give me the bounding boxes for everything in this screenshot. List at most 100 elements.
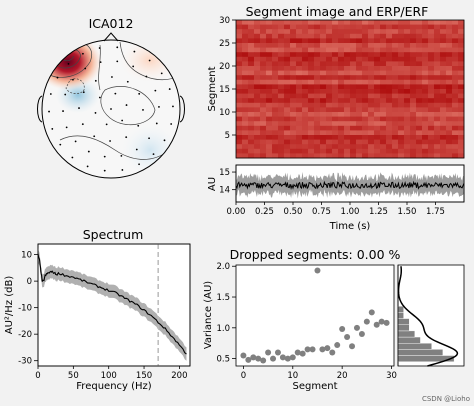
- heatmap-cell: [248, 75, 255, 81]
- heatmap-cell: [380, 98, 387, 104]
- heatmap-cell: [338, 148, 345, 154]
- heatmap-cell: [338, 153, 345, 159]
- sensor-dot: [155, 122, 158, 125]
- variance-point: [339, 326, 346, 333]
- heatmap-cell: [338, 84, 345, 90]
- heatmap-cell: [452, 43, 459, 48]
- heatmap-cell: [404, 43, 411, 48]
- heatmap-cell: [452, 70, 459, 76]
- heatmap-cell: [278, 24, 285, 30]
- heatmap-cell: [428, 102, 435, 108]
- heatmap-cell: [266, 66, 273, 71]
- y-tick-label: 2.0: [216, 262, 230, 272]
- heatmap-cell: [380, 38, 387, 44]
- heatmap-cell: [374, 66, 381, 71]
- heatmap-cell: [296, 61, 303, 67]
- heatmap-cell: [404, 144, 411, 150]
- heatmap-cell: [416, 98, 423, 104]
- variance-point: [279, 354, 286, 361]
- heatmap-cell: [266, 121, 273, 127]
- heatmap-cell: [446, 29, 453, 35]
- heatmap-cell: [296, 153, 303, 159]
- heatmap-cell: [242, 20, 249, 25]
- heatmap-cell: [380, 102, 387, 108]
- heatmap-cell: [416, 102, 423, 108]
- heatmap-cell: [302, 135, 309, 140]
- heatmap-cell: [242, 107, 249, 113]
- sensor-dot: [103, 169, 106, 172]
- heatmap-cell: [452, 66, 459, 71]
- heatmap-cell: [332, 38, 339, 44]
- heatmap-cell: [266, 107, 273, 113]
- heatmap-cell: [410, 153, 417, 159]
- heatmap-cell: [392, 61, 399, 67]
- heatmap-cell: [410, 70, 417, 76]
- heatmap-cell: [254, 29, 261, 35]
- heatmap-cell: [338, 38, 345, 44]
- heatmap-cell: [302, 121, 309, 127]
- heatmap-cell: [416, 52, 423, 58]
- heatmap-cell: [458, 102, 465, 108]
- heatmap-cell: [446, 79, 453, 85]
- heatmap-cell: [296, 107, 303, 113]
- heatmap-cell: [350, 66, 357, 71]
- variance-point: [314, 267, 321, 274]
- heatmap-cell: [254, 75, 261, 81]
- heatmap-cell: [392, 148, 399, 154]
- heatmap-cell: [356, 29, 363, 35]
- heatmap-cell: [362, 89, 369, 94]
- heatmap-cell: [368, 75, 375, 81]
- heatmap-cell: [452, 84, 459, 90]
- heatmap-cell: [326, 61, 333, 67]
- heatmap-cell: [380, 135, 387, 140]
- heatmap-cell: [416, 61, 423, 67]
- heatmap-cell: [350, 144, 357, 150]
- heatmap-cell: [356, 130, 363, 136]
- heatmap-cell: [326, 116, 333, 122]
- heatmap-cell: [266, 89, 273, 94]
- histogram-bar: [397, 318, 410, 325]
- heatmap-cell: [410, 61, 417, 67]
- heatmap-cell: [416, 107, 423, 113]
- heatmap-cell: [344, 24, 351, 30]
- sensor-dot: [148, 137, 150, 140]
- heatmap-cell: [338, 102, 345, 108]
- heatmap-cell: [266, 102, 273, 108]
- histogram-bar: [397, 312, 404, 319]
- heatmap-cell: [392, 121, 399, 127]
- heatmap-cell: [386, 125, 393, 131]
- heatmap-cell: [386, 102, 393, 108]
- variance-point: [368, 309, 375, 316]
- heatmap-cell: [272, 29, 279, 35]
- heatmap-cell: [260, 144, 267, 150]
- heatmap-cell: [368, 135, 375, 140]
- heatmap-cell: [416, 20, 423, 25]
- sensor-dot: [74, 140, 77, 143]
- heatmap-cell: [242, 139, 249, 145]
- heatmap-cell: [290, 144, 297, 150]
- heatmap-cell: [362, 121, 369, 127]
- spectrum-panel: Spectrum 0 50 100 150 200 100-10-20-30 Frequ…: [4, 227, 191, 392]
- heatmap-cell: [410, 33, 417, 39]
- heatmap-cell: [428, 89, 435, 94]
- heatmap-cell: [332, 43, 339, 48]
- histogram-bar: [397, 306, 404, 313]
- heatmap-cell: [446, 144, 453, 150]
- heatmap-cell: [386, 24, 393, 30]
- heatmap-cell: [428, 47, 435, 53]
- heatmap-cell: [320, 116, 327, 122]
- y-tick-label: 0.5: [216, 355, 230, 365]
- heatmap-cell: [398, 79, 405, 85]
- heatmap-cell: [314, 107, 321, 113]
- heatmap-cell: [320, 33, 327, 39]
- heatmap-cell: [236, 38, 243, 44]
- heatmap-cell: [428, 116, 435, 122]
- heatmap-cell: [392, 70, 399, 76]
- sensor-dot: [56, 76, 59, 79]
- heatmap-cell: [386, 98, 393, 104]
- heatmap-cell: [458, 130, 465, 136]
- heatmap-cell: [374, 70, 381, 76]
- heatmap-cell: [440, 107, 447, 113]
- heatmap-cell: [260, 33, 267, 39]
- heatmap-cell: [356, 89, 363, 94]
